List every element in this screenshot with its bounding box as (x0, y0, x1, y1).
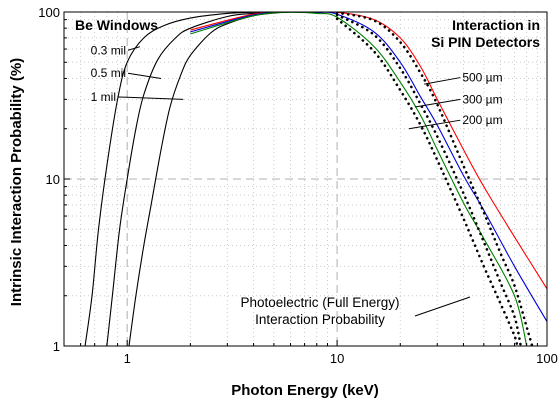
y-tick-label: 10 (46, 172, 60, 187)
x-tick-label: 10 (330, 351, 344, 366)
curve-label-leader (127, 46, 141, 51)
series-line-photoelectric-500-um (335, 12, 534, 346)
curve-label-0-5-mil: 0.5 mil (91, 66, 126, 80)
series-labels: 0.3 mil 0.5 mil 1 mil 500 µm 300 µm 200 µm (91, 43, 503, 127)
curve-label-leader (127, 72, 162, 79)
y-tick-label: 100 (38, 5, 60, 20)
curve-label-leader (408, 119, 461, 130)
curve-label-500-um: 500 µm (462, 71, 502, 85)
y-axis-title: Intrinsic Interaction Probability (%) (8, 58, 25, 306)
si-pin-title-line2: Si PIN Detectors (431, 34, 540, 50)
si-pin-title-line1: Interaction in (452, 17, 540, 33)
series-line-photoelectric-200-um (335, 17, 519, 346)
curve-label-leader (424, 77, 461, 85)
y-tick-label: 1 (53, 339, 60, 354)
photoelectric-leader-line (414, 296, 471, 317)
curve-label-1-mil: 1 mil (91, 90, 116, 104)
x-tick-label: 100 (536, 351, 558, 366)
leader-lines (118, 46, 461, 130)
series-line-0-5-mil (106, 12, 317, 346)
photoelectric-label-line1: Photoelectric (Full Energy) (240, 295, 399, 310)
curve-label-200-um: 200 µm (462, 113, 502, 127)
x-axis-title: Photon Energy (keV) (231, 382, 379, 399)
x-tick-label: 1 (124, 351, 131, 366)
tick-marks (63, 11, 548, 347)
curve-label-leader (414, 98, 461, 108)
curve-label-300-um: 300 µm (462, 92, 502, 106)
series-line-photoelectric-300-um (335, 13, 523, 346)
curve-label-leader (118, 96, 184, 100)
tick-labels: 1 10 100 1 10 100 (38, 5, 558, 366)
be-windows-title: Be Windows (75, 17, 158, 33)
curve-label-0-3-mil: 0.3 mil (91, 43, 126, 57)
photoelectric-label-line2: Interaction Probability (255, 312, 385, 327)
